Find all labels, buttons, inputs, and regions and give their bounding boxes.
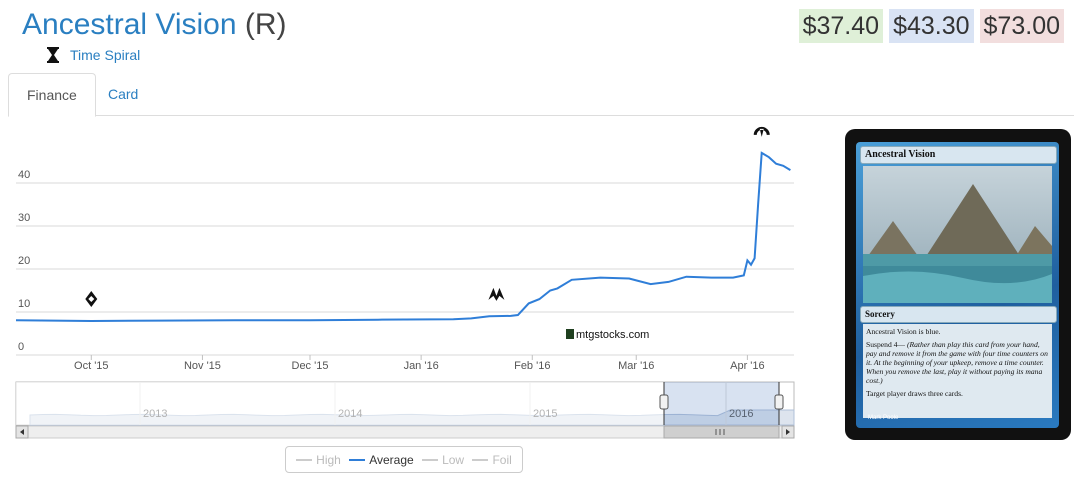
legend-swatch <box>472 458 489 461</box>
legend-high[interactable]: High <box>296 453 341 467</box>
card-image-name: Ancestral Vision <box>860 146 1057 164</box>
y-tick-label: 20 <box>18 255 30 267</box>
y-tick-label: 0 <box>18 341 24 353</box>
legend-average[interactable]: Average <box>349 452 414 467</box>
price-summary: $37.40 $43.30 $73.00 <box>798 9 1064 43</box>
navigator-year-label: 2016 <box>729 408 753 420</box>
x-tick-label: Feb '16 <box>514 360 550 372</box>
low-price: $37.40 <box>798 9 884 43</box>
card-image: Ancestral Vision Sorcery Ancestral Visio… <box>845 129 1071 440</box>
legend-low-label: Low <box>442 452 465 467</box>
legend-low[interactable]: Low <box>422 453 464 467</box>
watermark-icon <box>566 329 574 339</box>
card-artist: Mark Poole <box>868 415 899 421</box>
set-name[interactable]: Time Spiral <box>70 47 141 63</box>
chevron-left-icon <box>20 429 24 435</box>
set-symbol-shape <box>85 291 98 308</box>
rules-line-1: Ancestral Vision is blue. <box>866 327 941 336</box>
legend-swatch <box>349 458 366 461</box>
y-tick-label: 40 <box>18 169 30 181</box>
x-tick-label: Nov '15 <box>184 360 221 372</box>
legend-average-label: Average <box>369 452 414 467</box>
set-symbol-shape <box>753 126 770 137</box>
rules-line-3: Target player draws three cards. <box>866 389 963 398</box>
legend-swatch <box>296 458 313 461</box>
set-symbol-icon[interactable] <box>488 287 505 301</box>
x-tick-label: Jan '16 <box>404 360 439 372</box>
x-tick-label: Oct '15 <box>74 360 109 372</box>
card-rules-box: Ancestral Vision is blue. Suspend 4— (Ra… <box>863 324 1052 418</box>
rules-suspend: Suspend 4— <box>866 340 906 349</box>
card-name: Ancestral Vision <box>22 8 237 41</box>
card-frame: Ancestral Vision Sorcery Ancestral Visio… <box>856 142 1059 428</box>
navigator-selection[interactable] <box>664 382 779 425</box>
hourglass-icon <box>47 47 59 63</box>
navigator-handle[interactable] <box>774 394 784 410</box>
x-tick-label: Mar '16 <box>618 360 654 372</box>
set-symbol-icon[interactable] <box>753 126 770 137</box>
chevron-right-icon <box>786 429 790 435</box>
series-average-line[interactable] <box>15 151 791 323</box>
legend-swatch <box>422 458 439 461</box>
y-tick-label: 30 <box>18 212 30 224</box>
card-rarity: (R) <box>244 8 287 41</box>
set-symbol-shape <box>488 287 505 301</box>
card-type-line: Sorcery <box>860 306 1057 323</box>
legend-foil-label: Foil <box>492 452 512 467</box>
card-art <box>863 166 1052 303</box>
tab-card[interactable]: Card <box>108 86 139 102</box>
high-price: $73.00 <box>979 9 1064 43</box>
y-tick-label: 10 <box>18 298 30 310</box>
x-tick-label: Dec '15 <box>292 360 329 372</box>
x-tick-label: Apr '16 <box>730 360 765 372</box>
tab-bar: Finance Card <box>8 73 1074 117</box>
price-chart[interactable]: 0 10 20 30 40 Oct '15 Nov '15 Dec '15 Jan '16 Feb… <box>0 120 810 442</box>
legend-high-label: High <box>316 452 341 467</box>
average-price: $43.30 <box>889 9 974 43</box>
rules-reminder: (Rather than play this card from your ha… <box>866 340 1048 385</box>
tab-finance[interactable]: Finance <box>8 73 96 117</box>
legend-foil[interactable]: Foil <box>472 452 512 467</box>
navigator-handle[interactable] <box>659 394 669 410</box>
card-title: Ancestral Vision (R) <box>22 8 287 42</box>
chart-legend: High Average Low Foil <box>285 446 523 473</box>
scrollbar-thumb[interactable] <box>663 425 780 439</box>
navigator-mask <box>16 382 664 425</box>
watermark-text: mtgstocks.com <box>576 329 649 341</box>
set-symbol-icon[interactable] <box>85 291 98 308</box>
set-link[interactable]: Time Spiral <box>44 46 140 64</box>
